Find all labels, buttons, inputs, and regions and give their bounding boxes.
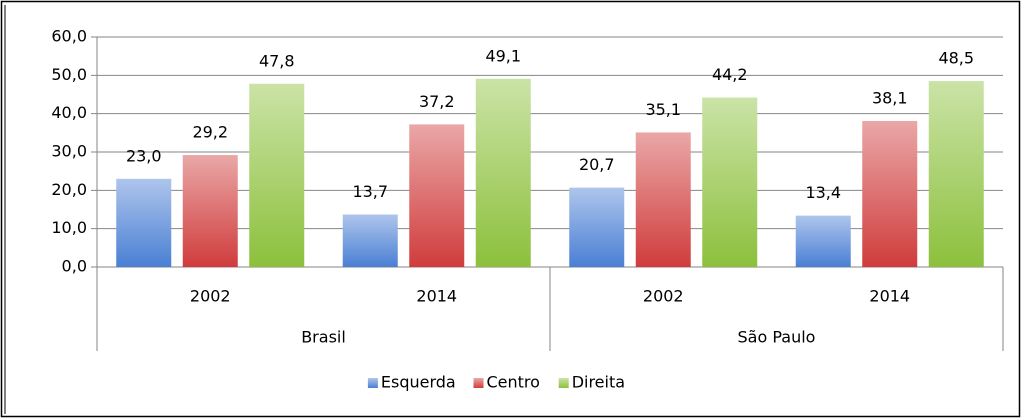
y-tick-label: 60,0 [51, 27, 87, 46]
legend-label: Esquerda [381, 373, 456, 392]
value-label: 35,1 [645, 100, 681, 119]
bar [862, 120, 918, 267]
value-label: 29,2 [192, 123, 228, 142]
x-tick-label: 2002 [643, 287, 684, 306]
y-tick-label: 50,0 [51, 65, 87, 84]
y-tick-label: 40,0 [51, 103, 87, 122]
legend-swatch [367, 378, 378, 388]
bar [342, 214, 398, 267]
x-tick-label: 2014 [416, 287, 457, 306]
group-label: Brasil [301, 328, 346, 347]
y-tick-label: 0,0 [62, 257, 87, 276]
bar [116, 178, 172, 267]
value-label: 23,0 [126, 146, 162, 165]
bar [249, 83, 305, 268]
bar [795, 215, 851, 267]
value-label: 44,2 [712, 65, 748, 84]
value-label: 49,1 [485, 46, 521, 65]
legend-swatch [473, 378, 484, 388]
bar [635, 132, 691, 267]
bar [409, 124, 465, 268]
y-tick-label: 10,0 [51, 218, 87, 237]
value-label: 37,2 [419, 92, 455, 111]
bar [702, 97, 758, 267]
value-label: 20,7 [579, 155, 615, 174]
bar [928, 81, 984, 267]
legend-label: Centro [487, 373, 540, 392]
legend-swatch [558, 378, 569, 388]
value-label: 13,4 [805, 183, 841, 202]
legend-label: Direita [572, 373, 625, 392]
group-label: São Paulo [738, 328, 816, 347]
value-label: 47,8 [259, 51, 295, 70]
bar [569, 187, 625, 267]
bar [182, 155, 238, 267]
y-tick-label: 30,0 [51, 142, 87, 161]
x-tick-label: 2002 [190, 287, 231, 306]
x-tick-label: 2014 [869, 287, 910, 306]
value-label: 38,1 [872, 88, 908, 107]
value-label: 13,7 [352, 182, 388, 201]
y-tick-label: 20,0 [51, 180, 87, 199]
value-label: 48,5 [938, 49, 974, 68]
bar [475, 78, 531, 268]
